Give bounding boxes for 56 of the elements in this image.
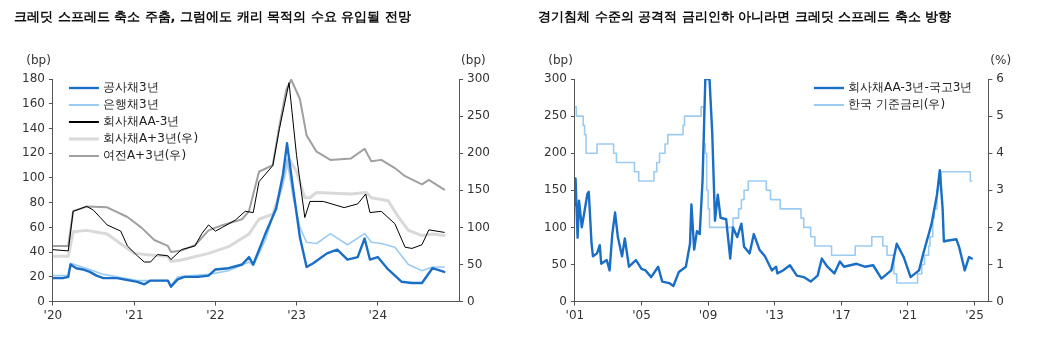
legend-label: 회사채A+3년(우) <box>102 131 199 146</box>
y-tick-label: 150 <box>544 182 567 197</box>
y-tick-label: 250 <box>544 108 567 123</box>
y-tick-label: 100 <box>544 219 567 234</box>
y-tick-label: 50 <box>551 256 567 271</box>
y2-tick-label: 100 <box>467 219 490 234</box>
legend-label: 회사채AA-3년 <box>102 114 180 129</box>
y-tick-label: 100 <box>22 170 45 185</box>
y2-axis-title: (%) <box>990 53 1012 68</box>
y-tick-label: 160 <box>22 95 45 110</box>
y2-tick-label: 200 <box>467 145 490 160</box>
y2-tick-label: 0 <box>996 293 1005 308</box>
legend-label: 은행채3년 <box>102 97 159 112</box>
x-tick-label: '20 <box>43 307 63 322</box>
legend-label: 공사채3년 <box>102 80 159 95</box>
y2-tick-label: 5 <box>996 108 1005 123</box>
legend-label: 한국 기준금리(우) <box>847 97 946 112</box>
y-tick-label: 60 <box>29 219 45 234</box>
x-tick-label: '17 <box>832 307 851 322</box>
x-tick-label: '13 <box>765 307 784 322</box>
y2-tick-label: 50 <box>467 256 483 271</box>
x-tick-label: '23 <box>287 307 306 322</box>
y2-tick-label: 2 <box>996 219 1005 234</box>
y2-tick-label: 250 <box>467 108 490 123</box>
chart-title: 경기침체 수준의 공격적 금리인하 아니라면 크레딧 스프레드 축소 방향 <box>538 8 952 26</box>
x-tick-label: '22 <box>206 307 225 322</box>
y-axis-title: (bp) <box>548 53 573 68</box>
y-tick-label: 140 <box>22 120 45 135</box>
x-tick-label: '09 <box>698 307 718 322</box>
y2-tick-label: 1 <box>996 256 1005 271</box>
x-tick-label: '21 <box>898 307 918 322</box>
y-tick-label: 300 <box>544 71 567 86</box>
y-tick-label: 0 <box>559 293 567 308</box>
y2-tick-label: 6 <box>996 71 1005 86</box>
y-tick-label: 0 <box>37 293 45 308</box>
y2-tick-label: 300 <box>467 71 490 86</box>
y2-tick-label: 4 <box>996 145 1005 160</box>
y-tick-label: 120 <box>22 145 45 160</box>
legend-label: 회사채AA-3년-국고3년 <box>847 80 973 95</box>
legend-label: 여전A+3년(우) <box>102 148 187 163</box>
x-tick-label: '05 <box>632 307 651 322</box>
y2-tick-label: 3 <box>996 182 1005 197</box>
y2-tick-label: 150 <box>467 182 490 197</box>
y-tick-label: 180 <box>22 71 45 86</box>
y-tick-label: 80 <box>29 194 45 209</box>
x-tick-label: '21 <box>124 307 144 322</box>
x-tick-label: '24 <box>368 307 388 322</box>
x-tick-label: '25 <box>965 307 984 322</box>
x-tick-label: '01 <box>565 307 585 322</box>
y-tick-label: 20 <box>29 268 45 283</box>
y2-tick-label: 0 <box>467 293 475 308</box>
y-tick-label: 40 <box>29 244 45 259</box>
y-axis-title: (bp) <box>26 53 51 68</box>
y2-axis-title: (bp) <box>461 53 486 68</box>
chart-title: 크레딧 스프레드 축소 주춤, 그럼에도 캐리 목적의 수요 유입될 전망 <box>14 8 411 26</box>
y-tick-label: 200 <box>544 145 567 160</box>
